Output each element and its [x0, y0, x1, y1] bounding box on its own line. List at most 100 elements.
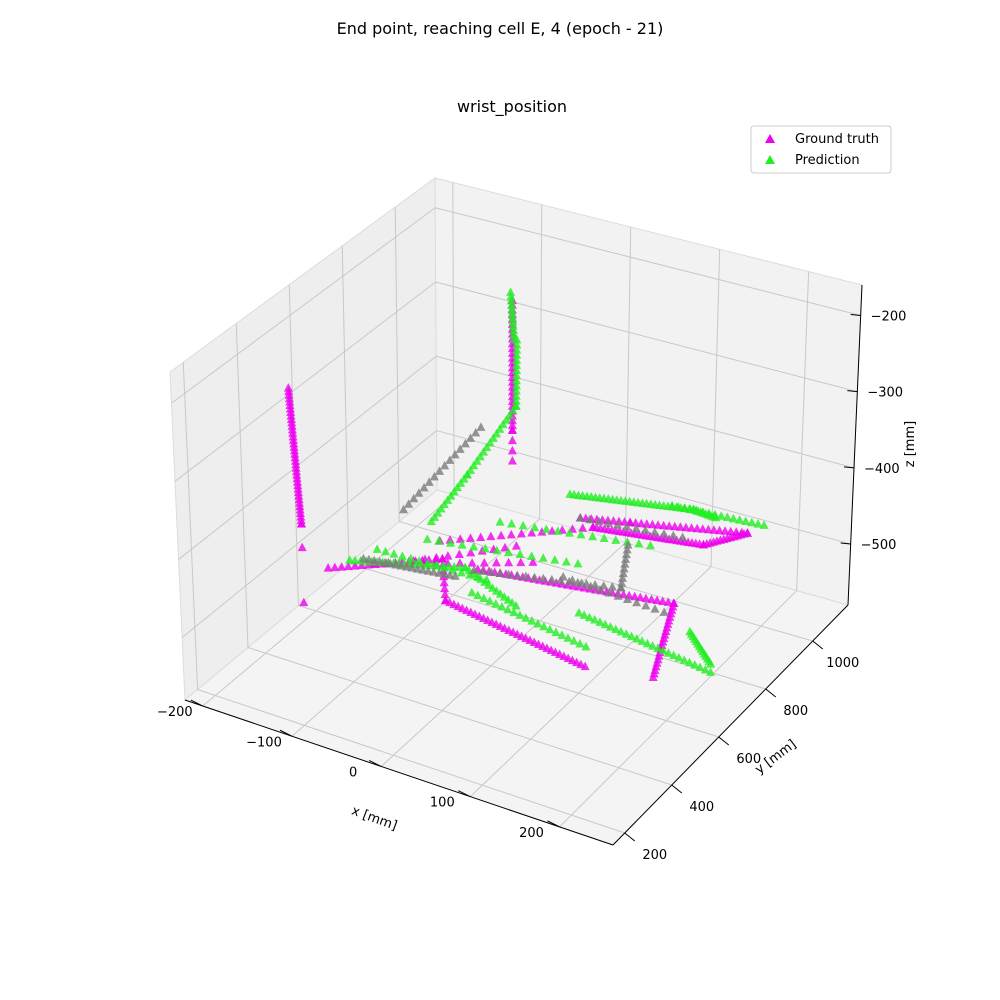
point-prediction [506, 295, 516, 305]
y-grid-floor-line [298, 605, 719, 738]
point-overlap [364, 554, 374, 564]
point-prediction [632, 633, 642, 643]
point-overlap [412, 564, 422, 573]
point-prediction [372, 544, 382, 553]
point-overlap [399, 504, 409, 514]
point-prediction [747, 517, 757, 527]
point-prediction [527, 616, 537, 625]
point-prediction [679, 655, 689, 664]
point-ground-truth [455, 558, 465, 567]
point-ground-truth [466, 547, 476, 557]
point-prediction [663, 648, 673, 657]
point-prediction [512, 345, 522, 354]
point-prediction [637, 636, 647, 645]
point-prediction [700, 664, 710, 674]
point-prediction [495, 424, 505, 433]
point-prediction [735, 515, 745, 524]
point-overlap [575, 513, 585, 522]
point-overlap [466, 433, 476, 442]
point-overlap [469, 565, 479, 574]
point-prediction [485, 596, 495, 605]
point-prediction [679, 503, 689, 512]
point-prediction [423, 558, 433, 567]
point-ground-truth [465, 533, 475, 542]
point-prediction [440, 563, 450, 572]
point-overlap [604, 588, 614, 597]
y-tick-label: 200 [642, 848, 667, 863]
point-prediction [515, 610, 525, 619]
point-overlap [650, 604, 660, 613]
point-ground-truth [350, 561, 360, 570]
point-prediction [511, 401, 521, 410]
point-prediction [455, 562, 465, 571]
legend-frame [750, 125, 892, 174]
point-prediction [478, 447, 488, 456]
point-prediction [480, 543, 490, 553]
point-overlap [476, 422, 486, 431]
point-prediction [541, 524, 551, 533]
z-tick-label: −400 [864, 462, 900, 477]
point-prediction [422, 534, 432, 543]
point-overlap [440, 460, 450, 470]
x-grid-floor-line [559, 590, 797, 828]
x-tick [190, 699, 204, 707]
point-prediction [581, 641, 591, 651]
point-ground-truth [658, 596, 668, 605]
point-prediction [704, 508, 714, 518]
point-overlap [623, 540, 633, 549]
legend[interactable]: Ground truth Prediction [750, 125, 892, 174]
point-prediction [485, 437, 495, 447]
y-tick-label: 800 [783, 704, 808, 719]
point-prediction [642, 638, 652, 648]
point-prediction [431, 560, 441, 570]
point-overlap [419, 482, 429, 492]
point-ground-truth [431, 552, 441, 562]
x-tick [279, 729, 293, 737]
point-prediction [599, 533, 609, 543]
y-tick [718, 736, 730, 746]
point-overlap [621, 549, 631, 559]
point-prediction [706, 667, 716, 676]
point-prediction [518, 520, 528, 530]
legend-label-prediction: Prediction [795, 153, 860, 168]
point-overlap [402, 562, 412, 571]
point-ground-truth [297, 542, 307, 552]
point-prediction [511, 370, 521, 380]
point-prediction [466, 465, 476, 474]
point-ground-truth [455, 534, 465, 543]
point-ground-truth [454, 549, 464, 559]
point-prediction [658, 645, 668, 655]
point-overlap [618, 568, 628, 578]
point-prediction [545, 624, 555, 634]
point-prediction [495, 517, 505, 526]
z-tick [840, 542, 851, 545]
point-ground-truth [516, 528, 526, 538]
z-axis-line [847, 284, 863, 606]
point-prediction [561, 557, 571, 566]
y-tick [765, 688, 777, 698]
point-overlap [586, 581, 596, 591]
point-prediction [350, 555, 360, 565]
point-prediction [381, 546, 391, 556]
point-prediction [507, 518, 517, 528]
x-tick-label: −200 [157, 705, 193, 720]
point-overlap [613, 591, 623, 600]
point-overlap [424, 477, 434, 486]
point-ground-truth [507, 420, 517, 430]
point-prediction [521, 613, 531, 622]
point-overlap [471, 427, 481, 437]
point-prediction [509, 325, 519, 335]
point-overlap [429, 567, 439, 576]
point-overlap [375, 556, 385, 566]
z-grid-back-line [436, 355, 855, 469]
point-ground-truth [439, 577, 449, 587]
point-overlap [521, 571, 531, 581]
y-tick [812, 640, 824, 650]
point-overlap [404, 499, 414, 508]
point-prediction [684, 657, 694, 667]
point-prediction [511, 375, 521, 385]
point-prediction [512, 355, 522, 364]
point-prediction [605, 622, 615, 631]
point-overlap [617, 578, 627, 587]
point-overlap [407, 563, 417, 572]
